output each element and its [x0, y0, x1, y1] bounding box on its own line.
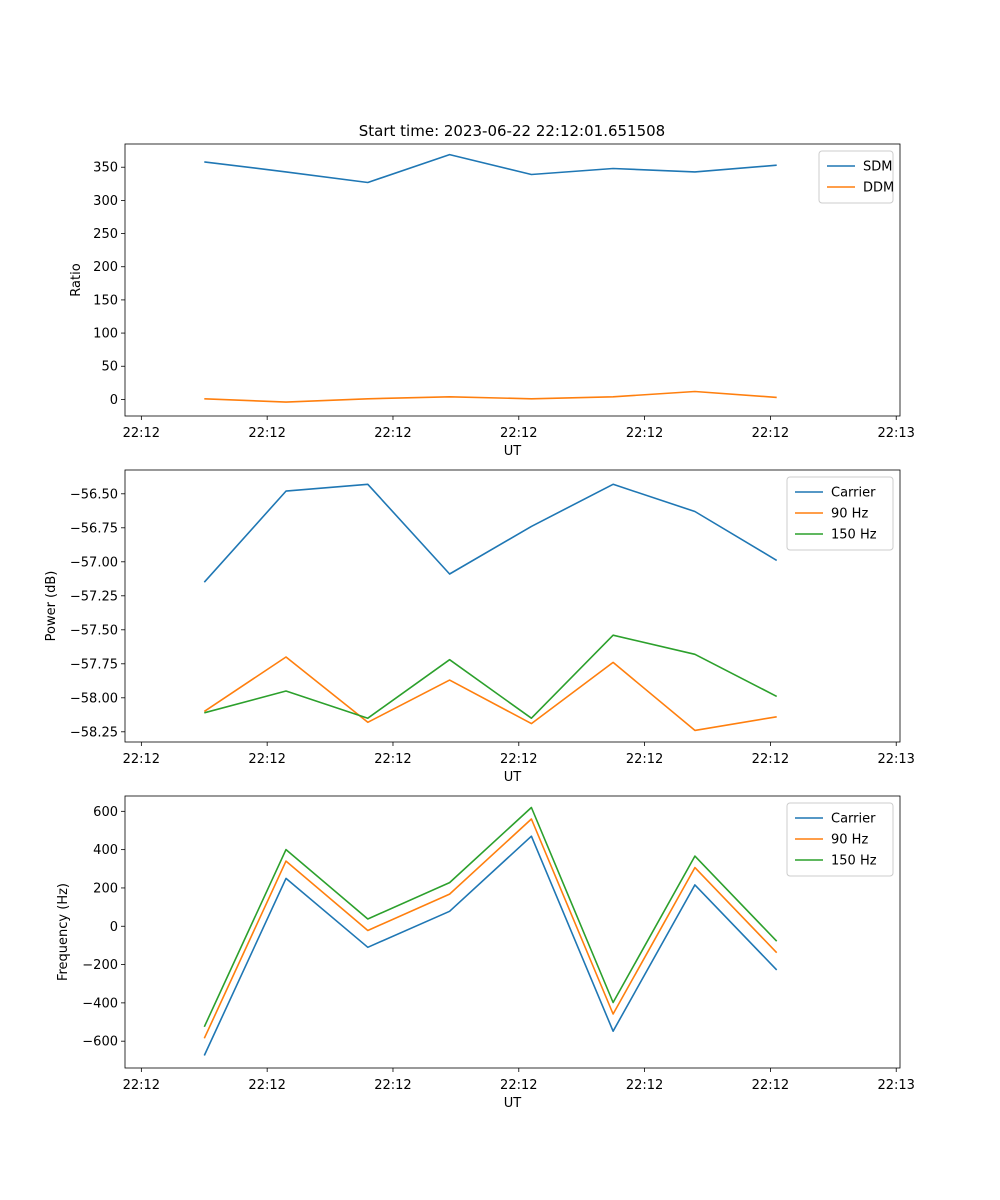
frequency-x-tick-label: 22:12	[752, 1078, 789, 1093]
frequency-chart: −600 −400 −200 0 200 400 600 22:12 22:12 22:12 22:…	[56, 795, 915, 1111]
power-x-tick-label: 22:12	[123, 752, 160, 767]
power-axes-frame	[124, 469, 901, 743]
frequency-x-tick-label: 22:12	[123, 1078, 160, 1093]
power-x-tick-label: 22:13	[877, 752, 914, 767]
frequency-y-axis-label: Frequency (Hz)	[56, 883, 71, 981]
frequency-y-tick-label: 600	[93, 805, 118, 820]
ratio-legend-label-ddm: DDM	[863, 181, 894, 196]
ratio-chart: 0 50 100 150 200 250 300 350 22:12 22:12 22:12 22:1…	[69, 143, 915, 459]
ratio-y-tick-label: 0	[110, 393, 118, 408]
frequency-y-tick-label: −600	[82, 1035, 118, 1050]
frequency-legend-box	[786, 802, 894, 877]
ratio-x-tick-label: 22:12	[752, 426, 789, 441]
power-legend-label-90-hz: 90 Hz	[831, 507, 868, 522]
ratio-x-tick-label: 22:12	[500, 426, 537, 441]
power-legend-box	[786, 476, 894, 551]
power-y-axis-label: Power (dB)	[44, 571, 59, 642]
ratio-y-tick-label: 350	[93, 161, 118, 176]
ratio-y-tick-label: 50	[101, 360, 118, 375]
ratio-series-sdm	[204, 153, 777, 184]
power-legend-label-carrier: Carrier	[831, 486, 876, 501]
ratio-x-tick-label: 22:13	[877, 426, 914, 441]
ratio-y-tick-label: 100	[93, 327, 118, 342]
ratio-x-tick-label: 22:12	[123, 426, 160, 441]
power-x-axis-label: UT	[504, 770, 522, 785]
frequency-x-tick-label: 22:12	[626, 1078, 663, 1093]
power-x-tick-label: 22:12	[500, 752, 537, 767]
figure-title: Start time: 2023-06-22 22:12:01.651508	[359, 122, 665, 140]
frequency-legend: Carrier 90 Hz 150 Hz	[786, 802, 894, 877]
ratio-legend-box	[818, 150, 894, 204]
frequency-y-tick-label: 200	[93, 881, 118, 896]
power-y-tick-label: −57.75	[70, 657, 118, 672]
power-series-carrier	[203, 483, 778, 583]
frequency-legend-label-150-hz: 150 Hz	[831, 854, 877, 869]
frequency-series-carrier	[203, 835, 778, 1056]
power-series-150-hz	[204, 634, 778, 720]
ratio-plot-area	[125, 144, 900, 416]
frequency-series-90-hz	[203, 818, 778, 1039]
frequency-y-tick-label: −400	[82, 996, 118, 1011]
power-x-tick-label: 22:12	[374, 752, 411, 767]
ratio-x-tick-label: 22:12	[626, 426, 663, 441]
frequency-series-150-hz	[203, 806, 778, 1028]
ratio-legend-label-sdm: SDM	[863, 160, 892, 175]
ratio-x-axis-label: UT	[504, 444, 522, 459]
power-x-tick-label: 22:12	[626, 752, 663, 767]
power-y-tick-label: −57.25	[70, 589, 118, 604]
power-series-90-hz	[203, 656, 777, 732]
power-chart: −58.25 −58.00 −57.75 −57.50 −57.25 −57.00 −56.…	[44, 469, 915, 785]
frequency-x-axis-label: UT	[504, 1096, 522, 1111]
ratio-y-tick-label: 150	[93, 293, 118, 308]
frequency-x-tick-label: 22:12	[374, 1078, 411, 1093]
ratio-y-tick-label: 200	[93, 260, 118, 275]
power-legend: Carrier 90 Hz 150 Hz	[786, 476, 894, 551]
ratio-axes-frame	[124, 143, 901, 417]
power-y-tick-label: −58.25	[70, 725, 118, 740]
ratio-x-tick-label: 22:12	[248, 426, 285, 441]
frequency-y-tick-label: −200	[82, 958, 118, 973]
frequency-y-tick-label: 400	[93, 843, 118, 858]
ratio-y-tick-label: 250	[93, 227, 118, 242]
power-y-tick-label: −57.50	[70, 623, 118, 638]
frequency-x-tick-label: 22:13	[877, 1078, 914, 1093]
ratio-series-ddm	[204, 390, 777, 403]
frequency-legend-label-90-hz: 90 Hz	[831, 833, 868, 848]
ratio-y-tick-label: 300	[93, 194, 118, 209]
power-y-tick-label: −57.00	[70, 555, 118, 570]
power-x-tick-label: 22:12	[248, 752, 285, 767]
power-legend-label-150-hz: 150 Hz	[831, 528, 877, 543]
ratio-y-axis-label: Ratio	[69, 263, 84, 296]
power-plot-area	[125, 470, 900, 742]
power-y-tick-label: −56.75	[70, 521, 118, 536]
frequency-x-tick-label: 22:12	[500, 1078, 537, 1093]
frequency-legend-label-carrier: Carrier	[831, 812, 876, 827]
power-x-tick-label: 22:12	[752, 752, 789, 767]
power-y-tick-label: −56.50	[70, 487, 118, 502]
frequency-x-tick-label: 22:12	[248, 1078, 285, 1093]
power-y-tick-label: −58.00	[70, 691, 118, 706]
ratio-x-tick-label: 22:12	[374, 426, 411, 441]
frequency-axes-frame	[124, 795, 901, 1069]
frequency-y-tick-label: 0	[110, 920, 118, 935]
ratio-legend: SDM DDM	[818, 150, 894, 204]
